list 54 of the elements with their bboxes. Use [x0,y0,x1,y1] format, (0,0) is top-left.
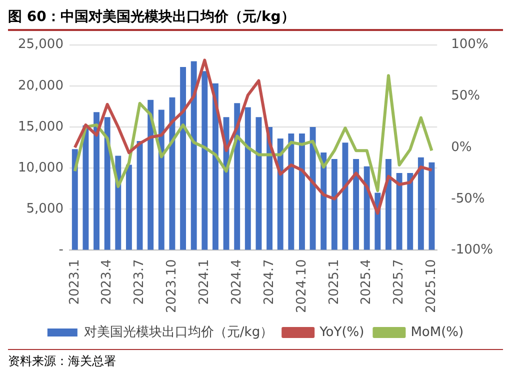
bar [169,97,176,250]
x-tick-label: 2025.10 [424,259,440,314]
bar [244,107,251,250]
legend-label: YoY(%) [318,324,364,340]
bar [190,61,197,250]
x-tick-label: 2025.1 [326,259,342,305]
bar [277,138,284,250]
legend-label: 对美国光模块出口均价（元/kg） [84,324,274,340]
bar [428,162,435,250]
bar [386,159,392,250]
bar [158,110,164,250]
bar [331,159,338,250]
bar [364,166,370,250]
y-tick-label: 10,000 [18,160,64,176]
y2-tick-label: 50% [451,88,480,104]
x-tick-label: 2025.4 [359,259,374,305]
y-tick-label: 25,000 [18,37,64,52]
bar [407,172,414,250]
x-tick-label: 2025.7 [392,259,407,305]
chart-title: 图 60：中国对美国光模块出口均价（元/kg） [8,8,503,31]
y2-tick-label: -100% [451,242,494,258]
bar [82,125,89,250]
y-tick-label: 20,000 [18,78,64,94]
text: 资料来源：海关总署 [8,349,503,370]
bar [234,103,240,250]
x-tick-label: 2023.4 [100,259,115,305]
x-tick-label: 2024.4 [229,259,244,305]
x-tick-label: 2023.10 [164,259,180,314]
x-tick-label: 2024.1 [197,259,212,305]
y-tick-label: 5,000 [26,202,64,217]
bar [202,71,208,250]
bar [256,117,262,250]
bar [288,134,294,250]
bar [299,134,305,250]
bar [310,126,316,250]
bar [418,157,424,250]
bar [72,149,78,250]
bar [180,66,186,250]
legend-label: MoM(%) [410,324,464,340]
bar [94,112,100,250]
y-tick-label: - [58,242,64,258]
x-tick-label: 2024.7 [262,259,277,305]
y-tick-label: 15,000 [18,119,64,134]
x-tick-label: 2024.10 [294,259,310,314]
x-tick-label: 2023.1 [67,259,82,305]
bar [148,100,154,250]
y2-tick-label: 100% [451,37,488,52]
bar [126,164,132,250]
y2-tick-label: 0% [451,140,472,155]
bar [353,159,360,250]
x-tick-label: 2023.7 [132,259,148,305]
y2-tick-label: -50% [451,191,485,206]
bar [104,117,110,250]
bar [396,172,402,250]
